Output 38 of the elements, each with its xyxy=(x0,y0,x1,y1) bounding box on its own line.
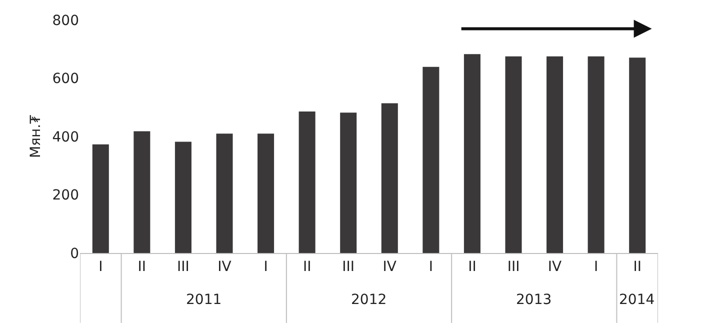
bar xyxy=(629,58,646,253)
x-tick-label: I xyxy=(264,258,268,275)
bar xyxy=(258,134,274,253)
x-tick-label: I xyxy=(428,258,433,275)
x-tick-label: IV xyxy=(382,258,397,275)
y-tick-label: 800 xyxy=(52,12,79,29)
text: 2011 xyxy=(186,292,222,308)
text: 2012 xyxy=(351,292,387,308)
bar xyxy=(92,144,109,253)
x-tick-label: II xyxy=(138,258,146,275)
bar xyxy=(588,56,604,253)
bar xyxy=(298,111,316,253)
bar xyxy=(464,54,480,253)
x-tick-label: II xyxy=(633,258,642,275)
x-tick-label: IV xyxy=(548,258,562,275)
bar xyxy=(505,56,522,253)
y-tick-label: 0 xyxy=(70,246,79,262)
bar xyxy=(134,131,150,253)
x-tick-label: II xyxy=(302,258,312,275)
x-tick-label: III xyxy=(177,258,190,275)
text: 2014 xyxy=(619,292,655,308)
bar xyxy=(174,142,192,253)
x-tick-label: I xyxy=(594,258,598,275)
y-axis-title: Мян.₮ xyxy=(28,114,44,158)
text: 2013 xyxy=(516,292,552,308)
bar xyxy=(546,56,564,253)
x-tick-label: IV xyxy=(218,258,232,275)
x-tick-label: III xyxy=(342,258,355,275)
y-tick-label: 400 xyxy=(52,129,79,146)
y-tick-label: 200 xyxy=(52,188,79,204)
x-tick-label: I xyxy=(98,258,103,275)
bar xyxy=(422,66,440,253)
bar xyxy=(340,112,357,253)
x-tick-label: III xyxy=(507,258,520,275)
bar xyxy=(381,103,398,253)
bar xyxy=(216,134,233,253)
y-tick-label: 600 xyxy=(52,71,79,88)
x-tick-label: II xyxy=(468,258,476,275)
